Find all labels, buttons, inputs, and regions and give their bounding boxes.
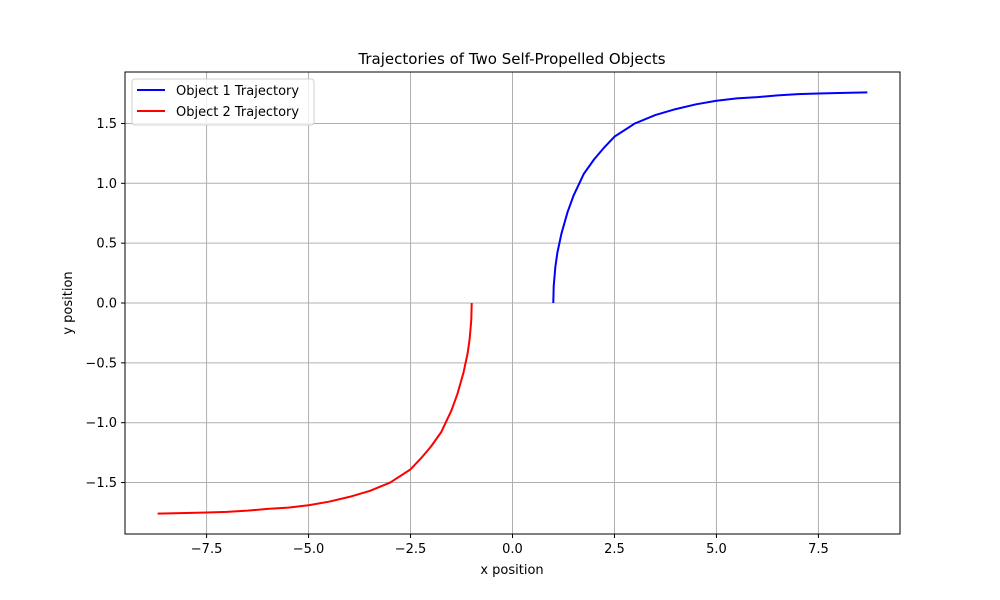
series-line-object-1 — [552, 91, 868, 304]
legend-box — [131, 78, 315, 126]
y-tick-label: 1.0 — [96, 177, 117, 192]
series-lines — [157, 91, 868, 515]
legend: Object 1 Trajectory Object 2 Trajectory — [131, 78, 315, 126]
x-axis-label: x position — [480, 563, 543, 578]
legend-label-object-2: Object 2 Trajectory — [176, 105, 299, 120]
x-tick-label: 5.0 — [706, 542, 727, 557]
x-tick-label: −7.5 — [191, 542, 223, 557]
grid-lines — [125, 72, 900, 534]
x-tick-label: 2.5 — [604, 542, 625, 557]
y-axis-ticks: −1.5 −1.0 −0.5 0.0 0.5 1.0 1.5 — [85, 117, 125, 491]
series-line-object-2 — [157, 302, 473, 515]
y-tick-label: 1.5 — [96, 117, 117, 132]
y-tick-label: 0.0 — [96, 297, 117, 312]
y-tick-label: −1.5 — [85, 476, 117, 491]
x-tick-label: 7.5 — [808, 542, 829, 557]
chart-title: Trajectories of Two Self-Propelled Objec… — [357, 50, 665, 68]
y-axis-label: y position — [61, 271, 76, 334]
x-tick-label: 0.0 — [502, 542, 523, 557]
y-tick-label: −0.5 — [85, 356, 117, 371]
y-tick-label: 0.5 — [96, 237, 117, 252]
y-tick-label: −1.0 — [85, 416, 117, 431]
legend-label-object-1: Object 1 Trajectory — [176, 84, 299, 99]
x-axis-ticks: −7.5 −5.0 −2.5 0.0 2.5 5.0 7.5 — [191, 534, 829, 557]
x-tick-label: −2.5 — [395, 542, 427, 557]
x-tick-label: −5.0 — [293, 542, 325, 557]
